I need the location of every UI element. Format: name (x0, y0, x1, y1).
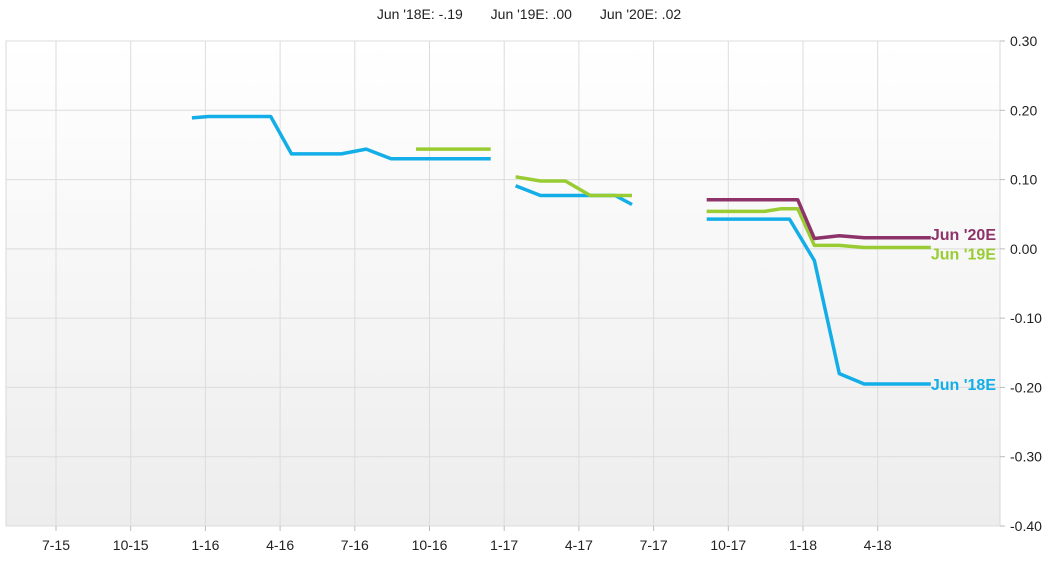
y-tick-label: -0.20 (1010, 379, 1042, 395)
series-end-labels: Jun '18E Jun '19E Jun '20E (931, 227, 996, 394)
x-tick-label: 4-17 (565, 537, 593, 553)
x-tick-label: 7-17 (640, 537, 668, 553)
end-label-jun-18e: Jun '18E (931, 377, 996, 394)
y-tick-label: -0.10 (1010, 310, 1042, 326)
y-tick-label: 0.20 (1010, 102, 1037, 118)
end-label-jun-20e: Jun '20E (931, 227, 996, 244)
x-tick-label: 1-18 (789, 537, 817, 553)
series-line-jun-20e (706, 197, 931, 241)
x-tick-label: 4-16 (266, 537, 294, 553)
header-item-jun18: Jun '18E: -.19 (376, 6, 463, 22)
chart-header: Jun '18E: -.19 Jun '19E: .00 Jun '20E: .… (0, 6, 1058, 28)
x-tick-label: 10-17 (710, 537, 746, 553)
end-label-jun-19e: Jun '19E (931, 246, 996, 263)
plot-area (5, 40, 1001, 527)
x-tick-label: 1-16 (191, 537, 219, 553)
y-axis: 0.30 0.20 0.10 0.00 -0.10 -0.20 -0.30 -0.40 (1010, 33, 1042, 534)
x-tick-label: 10-15 (113, 537, 149, 553)
y-tick-label: -0.30 (1010, 449, 1042, 465)
series-line-jun-18e (191, 114, 491, 161)
y-tick-label: 0.00 (1010, 241, 1037, 257)
x-tick-label: 10-16 (412, 537, 448, 553)
y-tick-label: 0.30 (1010, 33, 1037, 49)
header-item-jun19: Jun '19E: .00 (490, 6, 572, 22)
y-tick-label: 0.10 (1010, 172, 1037, 188)
x-tick-label: 4-18 (864, 537, 892, 553)
x-tick-label: 1-17 (490, 537, 518, 553)
series-line-jun-19e (706, 206, 931, 250)
series-line-jun-19e (515, 175, 632, 198)
x-tick-label: 7-15 (42, 537, 70, 553)
series-lines (191, 114, 931, 386)
x-axis: 7-15 10-15 1-16 4-16 7-16 10-16 1-17 4-17 7-17 10… (42, 537, 892, 553)
header-item-jun20: Jun '20E: .02 (599, 6, 682, 22)
y-tick-label: -0.40 (1010, 518, 1042, 534)
gridlines (6, 40, 1005, 531)
x-tick-label: 7-16 (341, 537, 369, 553)
series-line-jun-18e (706, 217, 931, 386)
